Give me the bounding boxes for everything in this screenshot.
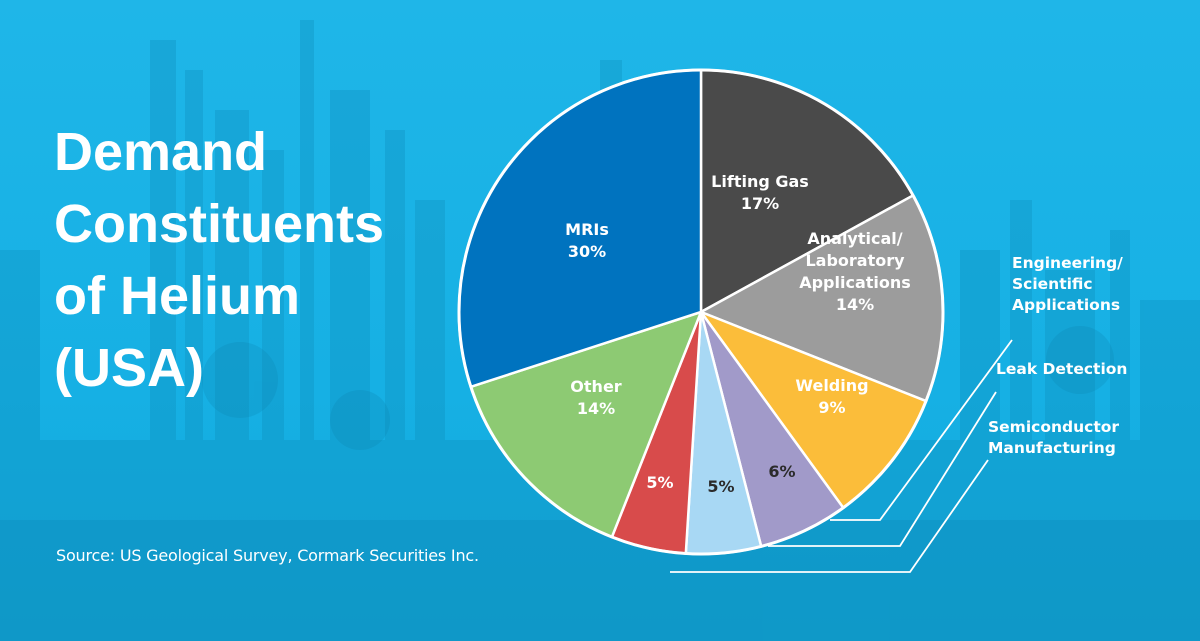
callout-line-engineering bbox=[830, 339, 1013, 521]
callout-label-semiconductor: Semiconductor Manufacturing bbox=[988, 418, 1119, 457]
pie-outline bbox=[457, 68, 945, 556]
title-line: (USA) bbox=[54, 338, 204, 398]
slice-label-welding: Welding 9% bbox=[795, 376, 868, 417]
callout-line-semiconductor bbox=[670, 459, 989, 573]
slice-label-other: Other 14% bbox=[570, 377, 621, 418]
title-line: Demand bbox=[54, 122, 268, 182]
slice-label-lifting-gas: Lifting Gas 17% bbox=[711, 172, 809, 213]
slice-label-analytical: Analytical/Laboratory Applications 14% bbox=[799, 229, 911, 314]
page-title: Demand Constituents of Helium (USA) bbox=[54, 116, 454, 404]
callout-label-leak-detection: Leak Detection bbox=[996, 360, 1127, 378]
callout-label-engineering: Engineering/Scientific Applications bbox=[1012, 254, 1123, 314]
source-note: Source: US Geological Survey, Cormark Se… bbox=[56, 546, 479, 565]
title-line: of Helium bbox=[54, 266, 301, 326]
title-line: Constituents bbox=[54, 194, 384, 254]
slice-label-semiconductor: 5% bbox=[646, 473, 673, 492]
callout-line-leak-detection bbox=[768, 391, 997, 547]
slice-label-mris: MRIs 30% bbox=[565, 220, 609, 261]
slice-label-leak-detection: 5% bbox=[707, 477, 734, 496]
slice-label-engineering: 6% bbox=[768, 462, 795, 481]
